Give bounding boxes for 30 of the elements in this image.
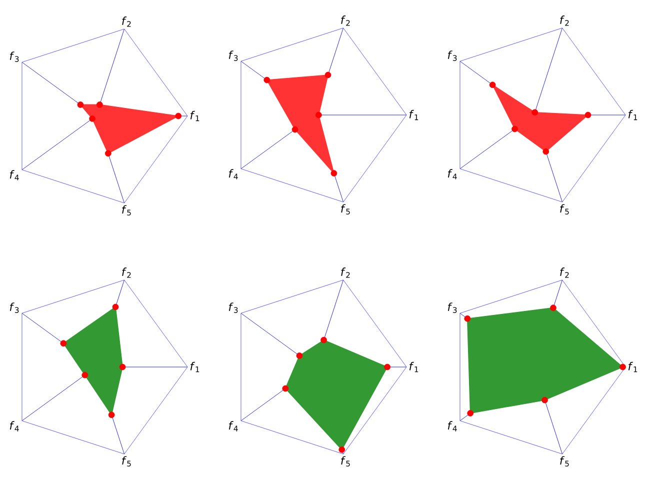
spoke-label: f$_{2}$ bbox=[560, 268, 569, 278]
spoke-label: f$_{1}$ bbox=[409, 362, 418, 372]
spoke-label: f$_{4}$ bbox=[448, 169, 457, 180]
spoke-label: f$_{1}$ bbox=[409, 110, 418, 120]
spoke-label: f$_{5}$ bbox=[560, 204, 569, 214]
spoke-label: f$_{5}$ bbox=[122, 456, 131, 466]
spoke-label: f$_{1}$ bbox=[628, 110, 638, 120]
spoke-label: f$_{5}$ bbox=[341, 456, 350, 466]
spoke-label: f$_{1}$ bbox=[190, 362, 200, 372]
spoke-label: f$_{5}$ bbox=[341, 204, 350, 214]
spoke-label: f$_{2}$ bbox=[122, 268, 131, 278]
spoke-label: f$_{3}$ bbox=[448, 50, 457, 61]
spoke-label: f$_{3}$ bbox=[10, 302, 19, 313]
spoke-label: f$_{4}$ bbox=[10, 170, 19, 180]
spoke-label: f$_{3}$ bbox=[10, 52, 19, 62]
spoke-label: f$_{4}$ bbox=[448, 421, 457, 432]
spoke-label: f$_{4}$ bbox=[228, 169, 238, 180]
spoke-label: f$_{5}$ bbox=[560, 456, 569, 466]
spoke-label: f$_{2}$ bbox=[122, 16, 131, 27]
spoke-label: f$_{1}$ bbox=[628, 362, 638, 372]
spoke-label: f$_{2}$ bbox=[341, 268, 350, 278]
spoke-label: f$_{4}$ bbox=[228, 421, 238, 432]
spoke-label: f$_{1}$ bbox=[190, 110, 200, 122]
spoke-label: f$_{3}$ bbox=[228, 50, 238, 61]
spoke-label: f$_{2}$ bbox=[341, 16, 350, 26]
spoke-label: f$_{2}$ bbox=[560, 16, 569, 26]
spoke-label: f$_{5}$ bbox=[122, 205, 131, 216]
spoke-label: f$_{4}$ bbox=[10, 421, 19, 432]
spoke-label: f$_{3}$ bbox=[228, 302, 238, 313]
spoke-label: f$_{3}$ bbox=[448, 302, 457, 313]
